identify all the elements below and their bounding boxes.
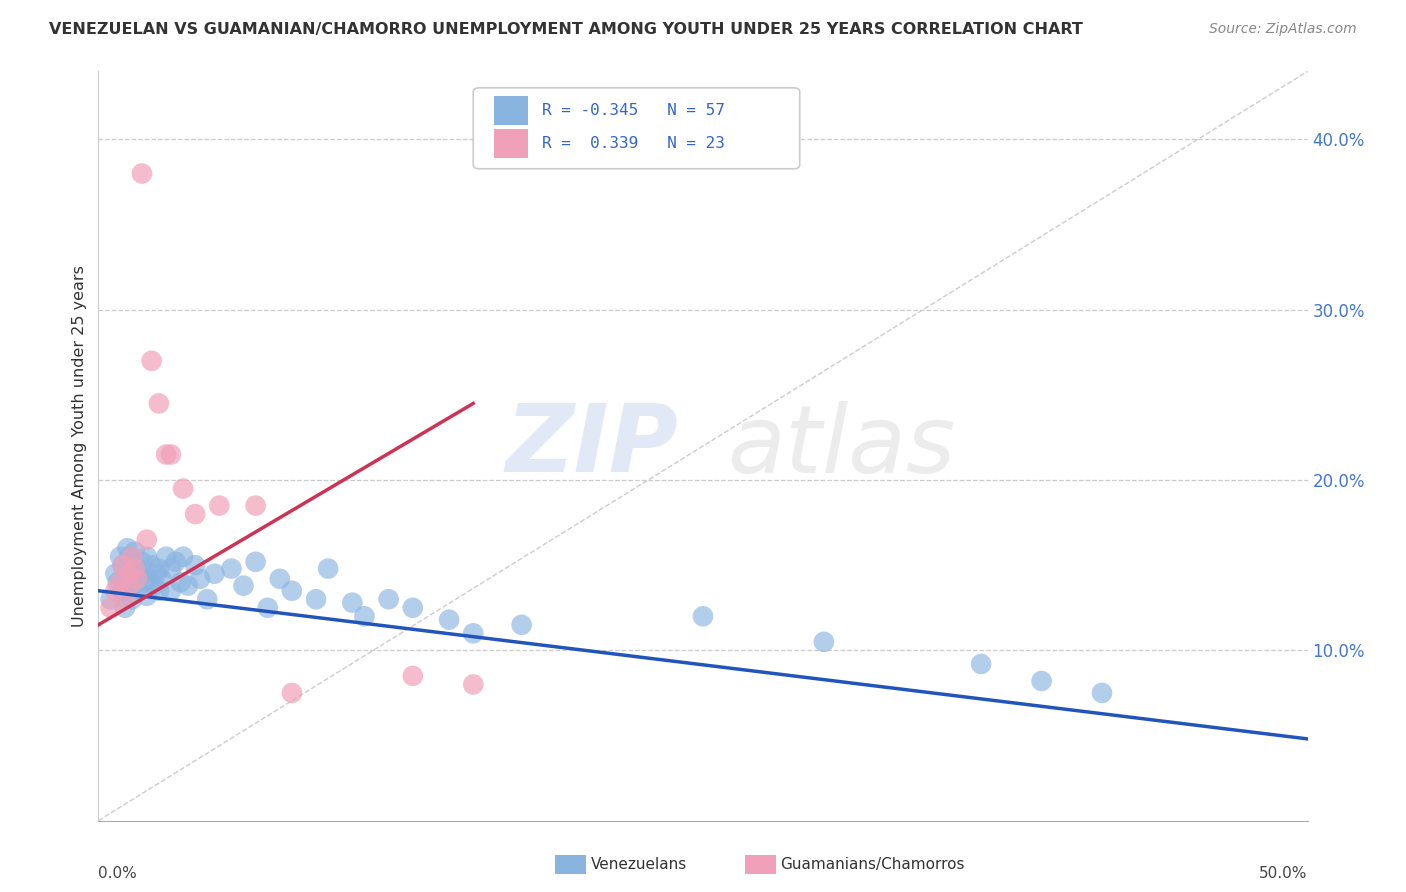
Point [208, 499, 231, 513]
Point [118, 579, 141, 593]
Point [402, 600, 425, 615]
Point [221, 561, 243, 575]
Text: 0.0%: 0.0% [98, 865, 138, 880]
Point [245, 499, 267, 513]
Point [281, 686, 304, 700]
Text: VENEZUELAN VS GUAMANIAN/CHAMORRO UNEMPLOYMENT AMONG YOUTH UNDER 25 YEARS CORRELA: VENEZUELAN VS GUAMANIAN/CHAMORRO UNEMPLO… [49, 22, 1083, 37]
Point [121, 549, 143, 564]
Point [124, 561, 146, 575]
Point [970, 657, 993, 671]
Point [195, 592, 218, 607]
Point [111, 558, 134, 573]
FancyBboxPatch shape [494, 96, 527, 125]
Point [1031, 673, 1053, 688]
Point [100, 600, 122, 615]
Point [269, 572, 291, 586]
Point [155, 448, 177, 462]
Y-axis label: Unemployment Among Youth under 25 years: Unemployment Among Youth under 25 years [72, 265, 87, 627]
Point [117, 566, 139, 581]
Point [124, 544, 146, 558]
Point [1091, 686, 1114, 700]
Text: ZIP: ZIP [506, 400, 679, 492]
Point [245, 555, 267, 569]
Point [169, 575, 191, 590]
Text: Source: ZipAtlas.com: Source: ZipAtlas.com [1209, 22, 1357, 37]
Text: Venezuelans: Venezuelans [591, 857, 686, 871]
Point [145, 566, 167, 581]
Point [342, 596, 364, 610]
Point [184, 507, 207, 521]
Point [117, 541, 139, 556]
Point [402, 669, 425, 683]
Point [135, 549, 157, 564]
Point [160, 448, 183, 462]
Point [114, 592, 136, 607]
Point [127, 572, 149, 586]
Point [148, 583, 170, 598]
Point [100, 592, 122, 607]
Point [692, 609, 714, 624]
Point [128, 566, 150, 581]
Point [316, 561, 339, 575]
Point [108, 575, 131, 590]
Point [172, 482, 194, 496]
Point [177, 579, 200, 593]
Point [114, 600, 136, 615]
Point [104, 583, 127, 598]
Point [463, 677, 485, 691]
Text: atlas: atlas [727, 401, 956, 491]
Point [172, 549, 194, 564]
Point [256, 600, 278, 615]
Point [131, 167, 153, 181]
Text: 50.0%: 50.0% [1260, 865, 1308, 880]
Point [141, 558, 163, 573]
Point [141, 354, 163, 368]
Text: R =  0.339   N = 23: R = 0.339 N = 23 [543, 136, 725, 151]
Point [118, 549, 141, 564]
Point [281, 583, 304, 598]
Text: Guamanians/Chamorros: Guamanians/Chamorros [780, 857, 965, 871]
Point [353, 609, 375, 624]
Point [134, 575, 156, 590]
FancyBboxPatch shape [494, 129, 527, 158]
Point [121, 592, 143, 607]
Point [107, 575, 129, 590]
FancyBboxPatch shape [474, 87, 800, 169]
Point [135, 589, 157, 603]
Point [104, 566, 127, 581]
Text: R = -0.345   N = 57: R = -0.345 N = 57 [543, 103, 725, 118]
Point [143, 579, 166, 593]
Point [188, 572, 211, 586]
Point [184, 558, 207, 573]
Point [437, 613, 460, 627]
Point [232, 579, 254, 593]
Point [377, 592, 399, 607]
Point [155, 549, 177, 564]
Point [305, 592, 328, 607]
Point [111, 558, 134, 573]
Point [813, 635, 835, 649]
Point [138, 572, 160, 586]
Point [148, 561, 170, 575]
Point [135, 533, 157, 547]
Point [160, 583, 183, 598]
Point [150, 572, 173, 586]
Point [131, 555, 153, 569]
Point [165, 555, 187, 569]
Point [510, 617, 533, 632]
Point [160, 561, 183, 575]
Point [118, 575, 141, 590]
Point [124, 561, 146, 575]
Point [111, 583, 134, 598]
Point [108, 549, 131, 564]
Point [204, 566, 226, 581]
Point [463, 626, 485, 640]
Point [127, 583, 149, 598]
Point [148, 396, 170, 410]
